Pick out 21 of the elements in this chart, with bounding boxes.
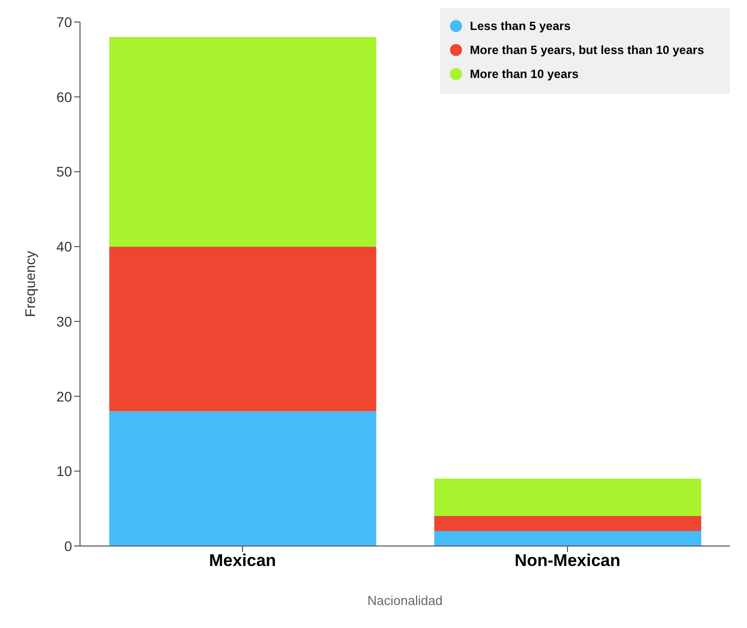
bar bbox=[434, 478, 702, 516]
y-tick-label: 40 bbox=[56, 238, 72, 255]
legend-label: More than 10 years bbox=[470, 66, 579, 83]
y-axis-title: Frequency bbox=[22, 250, 38, 318]
y-tick-label: 30 bbox=[56, 313, 72, 330]
legend-label: More than 5 years, but less than 10 years bbox=[470, 42, 704, 59]
x-tick-label: Mexican bbox=[208, 551, 276, 570]
bar bbox=[434, 516, 702, 532]
y-tick-label: 60 bbox=[56, 88, 72, 105]
bar bbox=[109, 411, 376, 546]
y-tick-label: 50 bbox=[56, 164, 72, 180]
y-tick-label: 20 bbox=[56, 388, 72, 404]
legend-label: Less than 5 years bbox=[470, 18, 571, 35]
y-tick-label: 70 bbox=[56, 14, 72, 30]
y-tick-label: 10 bbox=[56, 463, 72, 480]
bar bbox=[109, 246, 376, 412]
x-axis-title: Nacionalidad bbox=[367, 593, 443, 608]
bar bbox=[109, 36, 376, 247]
x-tick-label: Non-Mexican bbox=[514, 551, 620, 570]
y-tick-label: 0 bbox=[64, 538, 72, 554]
bar bbox=[434, 531, 702, 546]
